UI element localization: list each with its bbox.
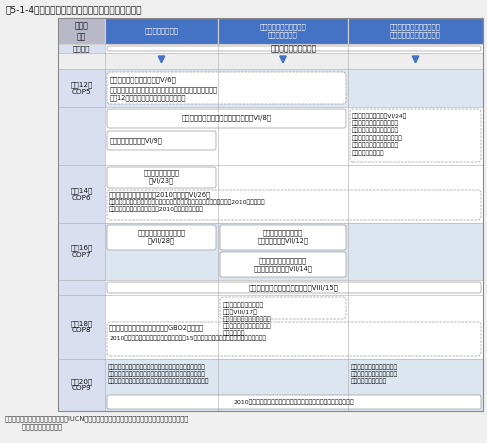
Text: 平成14年: 平成14年 <box>70 187 93 194</box>
Text: 平成12年: 平成12年 <box>70 81 93 88</box>
Text: 保護地域に関する作業計画
（VII/28）: 保護地域に関する作業計画 （VII/28） <box>137 229 186 244</box>
Bar <box>58 359 105 411</box>
Text: アジスアベバ原則及び
ガイドライン（VII/12）: アジスアベバ原則及び ガイドライン（VII/12） <box>258 229 308 244</box>
FancyBboxPatch shape <box>107 72 346 104</box>
FancyBboxPatch shape <box>107 395 481 409</box>
Bar <box>58 69 483 107</box>
Text: COP5: COP5 <box>72 89 92 94</box>
Bar <box>58 359 483 411</box>
Bar <box>58 69 105 107</box>
Text: 資料：環境省、国際自然保護連合（IUCN）日本委員会資料より作成（決議等の名称は仮訳や略称し
        たものを含んでいる）: 資料：環境省、国際自然保護連合（IUCN）日本委員会資料より作成（決議等の名称は… <box>5 415 189 430</box>
Bar <box>105 18 218 44</box>
FancyBboxPatch shape <box>107 190 481 220</box>
Text: 地球規模生物多様性概況第２版（GBO2）の公表: 地球規模生物多様性概況第２版（GBO2）の公表 <box>109 324 204 330</box>
Bar <box>58 165 105 223</box>
Bar <box>58 44 105 53</box>
Text: 平成４年: 平成４年 <box>73 45 90 52</box>
Text: 土地、水資源、生物資源を統合的に管理するための戦略であ
り、12の原則と５つの運用指針からなる: 土地、水資源、生物資源を統合的に管理するための戦略であ り、12の原則と５つの運… <box>110 86 218 101</box>
Text: COP9: COP9 <box>72 385 92 392</box>
Text: 生物多様性条約の採択: 生物多様性条約の採択 <box>271 44 317 53</box>
Bar <box>58 165 483 223</box>
Bar <box>58 280 483 295</box>
FancyBboxPatch shape <box>107 225 216 250</box>
Text: 生物多様性条約のさらなる実施を図るために、「生物多様性の損失速度を、2010年までに顕
著に減少させる」という目標（2010年目標）を掲げた: 生物多様性条約のさらなる実施を図るために、「生物多様性の損失速度を、2010年ま… <box>109 199 265 212</box>
FancyBboxPatch shape <box>107 131 216 150</box>
Bar <box>58 295 483 359</box>
Text: 世界分類学イニシアティブ作業計画（VI/8）: 世界分類学イニシアティブ作業計画（VI/8） <box>182 114 272 121</box>
Text: 遺伝子資源へのアクセスと利
益配分に関する国際的枠組み
の検討プロセスを議論: 遺伝子資源へのアクセスと利 益配分に関する国際的枠組み の検討プロセスを議論 <box>351 364 398 384</box>
Bar <box>58 107 105 165</box>
FancyBboxPatch shape <box>220 252 346 277</box>
Text: 世界植物保全戦略（VI/9）: 世界植物保全戦略（VI/9） <box>110 137 163 144</box>
Text: 生物多様性条約戦略計画・2010年目標（VI/26）: 生物多様性条約戦略計画・2010年目標（VI/26） <box>109 191 211 198</box>
Bar <box>58 53 483 69</box>
Text: COP7: COP7 <box>72 252 92 258</box>
Text: 遺伝資源の利用から生ずる
利益の公平かつ衡平な配分: 遺伝資源の利用から生ずる 利益の公平かつ衡平な配分 <box>390 23 441 39</box>
Bar <box>58 18 483 411</box>
Text: 生物多様性の保全: 生物多様性の保全 <box>145 28 179 34</box>
FancyBboxPatch shape <box>107 109 346 128</box>
Text: COP6: COP6 <box>72 194 92 201</box>
Bar <box>58 107 483 165</box>
Text: 生物多様性条約戦略計画の指標（VIII/15）: 生物多様性条約戦略計画の指標（VIII/15） <box>249 284 339 291</box>
Text: 2010年目標の達成状況を把握するために、15の指標で世界の生物多様性を評価した報告書: 2010年目標の達成状況を把握するために、15の指標で世界の生物多様性を評価した… <box>109 335 266 341</box>
FancyBboxPatch shape <box>350 109 481 162</box>
Text: 平成16年: 平成16年 <box>70 245 93 251</box>
Bar <box>58 223 105 280</box>
Bar <box>58 280 105 295</box>
Text: COP8: COP8 <box>72 327 92 334</box>
Text: 外来種対策指針原則
（VI/23）: 外来種対策指針原則 （VI/23） <box>144 169 180 184</box>
FancyBboxPatch shape <box>107 322 481 356</box>
Text: 図5-1-4　生物多様性条約の３つの目的と主な決議等: 図5-1-4 生物多様性条約の３つの目的と主な決議等 <box>5 5 142 14</box>
Text: 条約の
目的: 条約の 目的 <box>75 21 89 41</box>
Bar <box>58 18 105 44</box>
FancyBboxPatch shape <box>107 282 481 293</box>
FancyBboxPatch shape <box>107 46 481 51</box>
Bar <box>58 295 105 359</box>
FancyBboxPatch shape <box>220 297 346 319</box>
Text: 生物多様性と観光開発に関
するガイドライン（VII/14）: 生物多様性と観光開発に関 するガイドライン（VII/14） <box>254 257 313 272</box>
Text: 生物多様性の構成要素の
持続可能な利用: 生物多様性の構成要素の 持続可能な利用 <box>260 23 306 39</box>
Text: エコシステムアプローチ（V/6）: エコシステムアプローチ（V/6） <box>110 76 177 82</box>
Bar <box>58 44 483 53</box>
Text: 平成18年: 平成18年 <box>70 320 93 327</box>
Text: 民間部門の参画に関する
決議（VIII/17）
企業など民間部門の参画の重
要性や期待される貢献や役割
などを示した: 民間部門の参画に関する 決議（VIII/17） 企業など民間部門の参画の重 要性… <box>223 302 272 336</box>
Bar <box>58 18 483 411</box>
Text: 平成20年: 平成20年 <box>70 378 93 385</box>
Bar <box>58 223 483 280</box>
Bar <box>348 18 483 44</box>
FancyBboxPatch shape <box>107 167 216 188</box>
Bar <box>218 18 348 44</box>
FancyBboxPatch shape <box>220 225 346 250</box>
Text: 2010年目標を含む生物多様性条約戦略計画の見直しプロセスを議論: 2010年目標を含む生物多様性条約戦略計画の見直しプロセスを議論 <box>234 399 355 405</box>
Text: ボン・ガイドライン（VI/24）
遺伝資源へのアクセスとその
利用から生じる利益配分につ
いて、各国政府の政策の立案・
当事者間の合意条件を作成す
る際のガイド: ボン・ガイドライン（VI/24） 遺伝資源へのアクセスとその 利用から生じる利益… <box>352 113 407 156</box>
Text: バイオ燃料を含む農業と生物多様性、海洋および沿岸の生物
多様性、気候変動と生物多様性などを議論。「ビジネスと生
物多様性イニシアティブ」の「リーダシップ宣言」が: バイオ燃料を含む農業と生物多様性、海洋および沿岸の生物 多様性、気候変動と生物多… <box>108 364 209 384</box>
